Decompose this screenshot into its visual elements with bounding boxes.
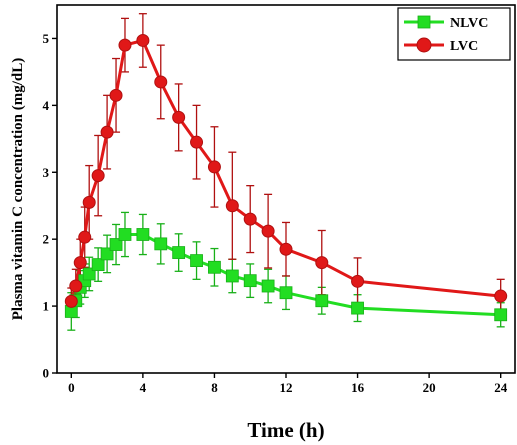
y-tick-label: 0 — [43, 366, 50, 381]
plot-frame — [56, 4, 516, 374]
y-tick-label: 2 — [43, 232, 50, 247]
x-tick-label: 16 — [351, 380, 365, 395]
lvc-data-point — [207, 160, 221, 174]
nlvc-data-point — [109, 238, 123, 251]
lvc-data-point — [136, 33, 150, 47]
x-tick-label: 24 — [494, 380, 508, 395]
x-tick-label: 4 — [140, 380, 147, 395]
nlvc-data-point — [243, 274, 257, 288]
lvc-data-point — [190, 135, 204, 149]
error-bars — [67, 13, 505, 331]
y-tick-label: 1 — [43, 299, 50, 314]
lvc-data-point — [118, 38, 132, 52]
lvc-data-point — [109, 88, 123, 102]
legend-square-marker — [417, 15, 431, 29]
x-tick-label: 12 — [280, 380, 293, 395]
x-axis-title: Time (h) — [247, 418, 324, 442]
legend-box — [397, 7, 511, 61]
nlvc-data-point — [118, 228, 132, 241]
lvc-data-point — [243, 212, 257, 226]
y-tick-label: 3 — [43, 165, 50, 180]
lvc-data-point — [154, 75, 168, 89]
lvc-data-point — [78, 230, 92, 244]
lvc-data-point — [100, 125, 114, 139]
lvc-data-point — [494, 289, 508, 303]
lvc-data-point — [279, 242, 293, 256]
legend-label: LVC — [450, 39, 478, 54]
nlvc-data-point — [208, 260, 221, 274]
lvc-data-point — [172, 110, 186, 124]
nlvc-data-point — [225, 269, 239, 283]
nlvc-data-point — [91, 258, 105, 272]
x-tick-label: 8 — [211, 380, 218, 395]
data-markers — [64, 33, 508, 322]
lvc-data-point — [64, 294, 78, 308]
x-tick-label: 20 — [423, 380, 436, 395]
nlvc-data-point — [494, 308, 508, 322]
x-tick-label: 0 — [68, 380, 75, 395]
legend-item-nlvc: NLVC — [404, 15, 488, 31]
lvc-data-point — [91, 169, 105, 183]
y-tick-label: 4 — [43, 98, 50, 113]
lvc-data-point — [315, 256, 329, 270]
nlvc-data-point — [279, 286, 293, 300]
nlvc-data-point — [315, 294, 329, 308]
legend-circle-marker — [416, 37, 432, 53]
nlvc-data-point — [172, 246, 186, 259]
legend: NLVC LVC — [397, 7, 511, 61]
nlvc-data-point — [136, 228, 150, 241]
nlvc-data-point — [154, 237, 168, 251]
lvc-data-point — [351, 274, 365, 288]
legend-label: NLVC — [450, 16, 488, 31]
y-axis-title: Plasma vitamin C concentration (mg/dL) — [10, 58, 26, 320]
lvc-data-point — [69, 279, 83, 293]
legend-item-lvc: LVC — [404, 37, 478, 54]
y-tick-label: 5 — [43, 31, 50, 46]
nlvc-data-point — [190, 254, 203, 267]
nlvc-data-point — [261, 279, 275, 293]
lvc-data-point — [82, 195, 96, 209]
lvc-data-point — [73, 256, 87, 270]
nlvc-data-point — [351, 301, 364, 315]
lvc-data-point — [225, 199, 239, 213]
lvc-data-point — [261, 224, 275, 238]
